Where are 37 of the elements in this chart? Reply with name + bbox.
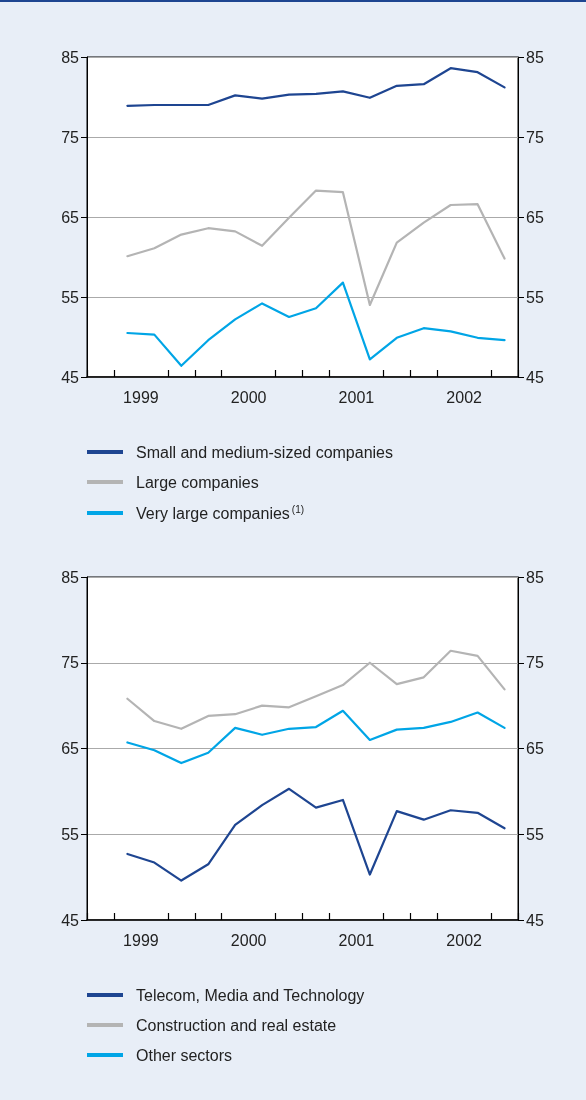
x-tick-label: 1999 — [123, 931, 159, 949]
line-series — [126, 67, 506, 107]
y2-tick-label: 55 — [526, 825, 544, 843]
x-tick-label: 2001 — [338, 931, 375, 949]
y-tick-label: 45 — [61, 368, 80, 386]
line-series — [126, 281, 506, 367]
legend-label: Construction and real estate — [136, 1016, 337, 1034]
y2-tick-label: 45 — [526, 368, 544, 386]
y-tick-label: 85 — [61, 48, 80, 66]
y-tick-label: 75 — [61, 128, 80, 146]
x-tick-label: 2002 — [446, 388, 483, 406]
y2-tick-label: 65 — [526, 208, 544, 226]
legend-label: Telecom, Media and Technology — [136, 986, 365, 1004]
x-tick-label: 2000 — [230, 388, 267, 406]
legend-label: Large companies — [136, 473, 259, 491]
x-tick-label: 2001 — [338, 388, 375, 406]
legend-label: Other sectors — [136, 1046, 233, 1064]
x-tick-label: 1999 — [123, 388, 159, 406]
line-series — [126, 709, 506, 765]
y-tick-label: 65 — [61, 208, 80, 226]
y2-tick-label: 75 — [526, 654, 544, 672]
y-tick-label: 55 — [61, 288, 80, 306]
y2-tick-label: 55 — [526, 288, 544, 306]
x-tick-label: 2002 — [446, 931, 483, 949]
y-tick-label: 65 — [61, 740, 80, 757]
y-tick-label: 85 — [61, 568, 80, 586]
y-tick-label: 55 — [61, 825, 80, 843]
y-tick-label: 75 — [61, 654, 80, 672]
legend-label: Small and medium-sized companies — [136, 443, 393, 461]
y2-tick-label: 85 — [526, 48, 544, 66]
y2-tick-label: 75 — [526, 128, 544, 146]
line-series — [126, 787, 506, 882]
y2-tick-label: 65 — [526, 740, 544, 757]
y2-tick-label: 45 — [526, 911, 544, 929]
y-tick-label: 45 — [61, 911, 80, 929]
y2-tick-label: 85 — [526, 568, 544, 586]
x-tick-label: 2000 — [230, 931, 267, 949]
